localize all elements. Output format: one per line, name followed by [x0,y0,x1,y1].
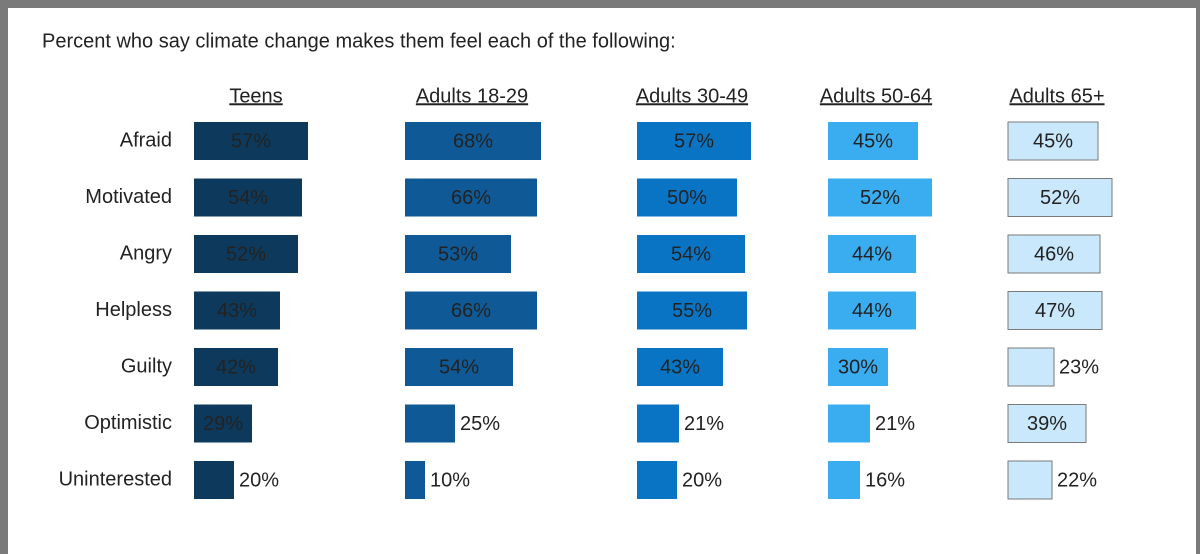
value-label: 45% [853,130,893,152]
value-label: 23% [1059,356,1099,378]
bar [1007,404,1087,443]
value-label: 29% [203,413,243,435]
bar [637,461,677,499]
bar [405,404,455,443]
value-label: 53% [438,243,478,265]
row-label: Uninterested [59,468,172,490]
column-header: Teens [229,85,282,107]
row-label: Angry [120,242,172,264]
value-label: 44% [852,243,892,265]
bar [405,348,513,386]
bar [1007,121,1099,161]
bar [194,178,302,217]
bar [1007,291,1103,330]
bar [828,404,870,443]
bar [194,235,298,273]
value-label: 25% [460,413,500,435]
bar [194,348,278,386]
bar [828,235,916,273]
bar [828,122,918,160]
value-label: 20% [239,469,279,491]
bar [828,178,932,217]
value-label: 50% [667,187,707,209]
column-header: Adults 50-64 [820,85,932,107]
row-label: Motivated [85,186,172,208]
column-header: Adults 18-29 [416,85,528,107]
value-label: 42% [216,356,256,378]
value-label: 68% [453,130,493,152]
value-label: 21% [875,413,915,435]
value-label: 47% [1035,300,1075,322]
bar [194,291,280,330]
value-label: 57% [674,130,714,152]
value-label: 10% [430,469,470,491]
bar [405,122,541,160]
value-label: 52% [860,187,900,209]
value-label: 46% [1034,243,1074,265]
row-label: Guilty [121,355,172,377]
value-label: 21% [684,413,724,435]
bar [637,178,737,217]
value-label: 54% [671,243,711,265]
bar [194,461,234,499]
value-label: 66% [451,187,491,209]
bar [1007,234,1101,274]
bar [828,348,888,386]
value-label: 16% [865,469,905,491]
bar [194,122,308,160]
value-label: 22% [1057,469,1097,491]
value-label: 44% [852,300,892,322]
value-label: 52% [1040,187,1080,209]
bar [637,291,747,330]
row-label: Optimistic [84,412,172,434]
value-label: 39% [1027,413,1067,435]
column-header: Adults 30-49 [636,85,748,107]
bar [637,235,745,273]
row-label: Helpless [95,299,172,321]
value-label: 66% [451,300,491,322]
value-label: 54% [228,187,268,209]
bar [405,178,537,217]
value-label: 57% [231,130,271,152]
bar [637,348,723,386]
bar [637,404,679,443]
bar [194,404,252,443]
bar [637,122,751,160]
value-label: 54% [439,356,479,378]
row-label: Afraid [120,129,172,151]
bar [1007,178,1113,217]
chart-title: Percent who say climate change makes the… [42,30,676,52]
value-label: 43% [660,356,700,378]
column-header: Adults 65+ [1009,85,1104,107]
bar [405,461,425,499]
bar [1007,460,1053,500]
bar [828,461,860,499]
bar [405,235,511,273]
value-label: 52% [226,243,266,265]
value-label: 30% [838,356,878,378]
bar [828,291,916,330]
value-label: 20% [682,469,722,491]
bar [405,291,537,330]
value-label: 43% [217,300,257,322]
value-label: 45% [1033,130,1073,152]
value-label: 55% [672,300,712,322]
bar [1007,347,1055,387]
